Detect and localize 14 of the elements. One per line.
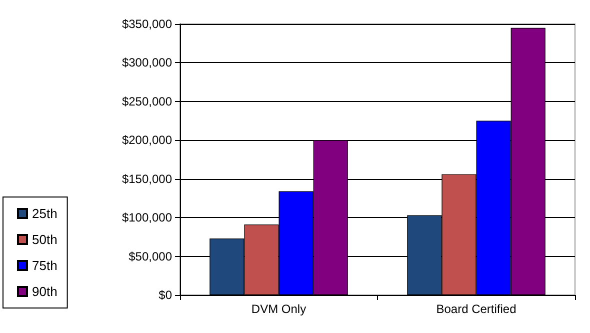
- y-tick-label: $250,000: [122, 94, 172, 108]
- y-tick-label: $0: [158, 288, 172, 302]
- legend-label: 90th: [32, 284, 58, 299]
- legend-label: 75th: [32, 258, 58, 273]
- x-tick-label: Board Certified: [436, 302, 516, 316]
- y-tick-label: $350,000: [122, 17, 172, 31]
- y-tick-label: $200,000: [122, 133, 172, 148]
- y-tick-label: $100,000: [122, 210, 172, 225]
- legend-label: 50th: [32, 232, 58, 247]
- y-tick-label: $50,000: [128, 249, 172, 264]
- y-tick-label: $300,000: [122, 56, 172, 70]
- legend-label: 25th: [32, 206, 58, 221]
- y-tick-label: $150,000: [122, 172, 172, 186]
- x-tick-label: DVM Only: [251, 302, 306, 316]
